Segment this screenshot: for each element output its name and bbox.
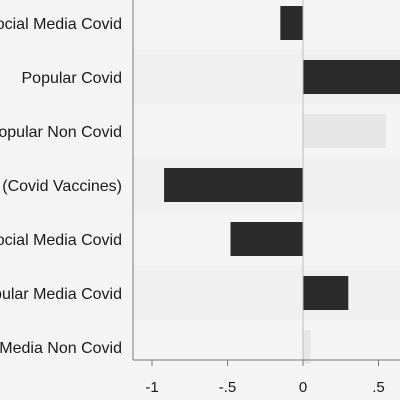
x-axis-ticks: -1 -.5 0 .5 <box>145 360 385 396</box>
category-label: Popular Covid <box>22 70 123 87</box>
bar <box>280 6 303 40</box>
x-tick-label: -1 <box>145 379 158 396</box>
x-tick-label: -.5 <box>219 379 237 396</box>
category-label: Popular Non Covid <box>0 124 122 141</box>
category-label: Social Media Covid <box>0 16 122 33</box>
category-label: Popular Media Covid <box>0 286 122 303</box>
bar <box>303 330 311 364</box>
x-tick-label: 0 <box>299 379 307 396</box>
bar <box>164 168 303 202</box>
bar <box>303 276 349 310</box>
row-band <box>133 266 400 320</box>
bar <box>230 222 303 256</box>
category-label: Social Media Covid <box>0 232 122 249</box>
bar <box>303 60 400 94</box>
bars <box>164 6 400 364</box>
category-label: (Covid Vaccines) <box>2 178 122 195</box>
category-labels: Social Media Covid Popular Covid Popular N… <box>0 16 122 357</box>
category-label: Social Media Non Covid <box>0 340 122 357</box>
x-tick-label: .5 <box>372 379 385 396</box>
bar <box>303 114 387 148</box>
